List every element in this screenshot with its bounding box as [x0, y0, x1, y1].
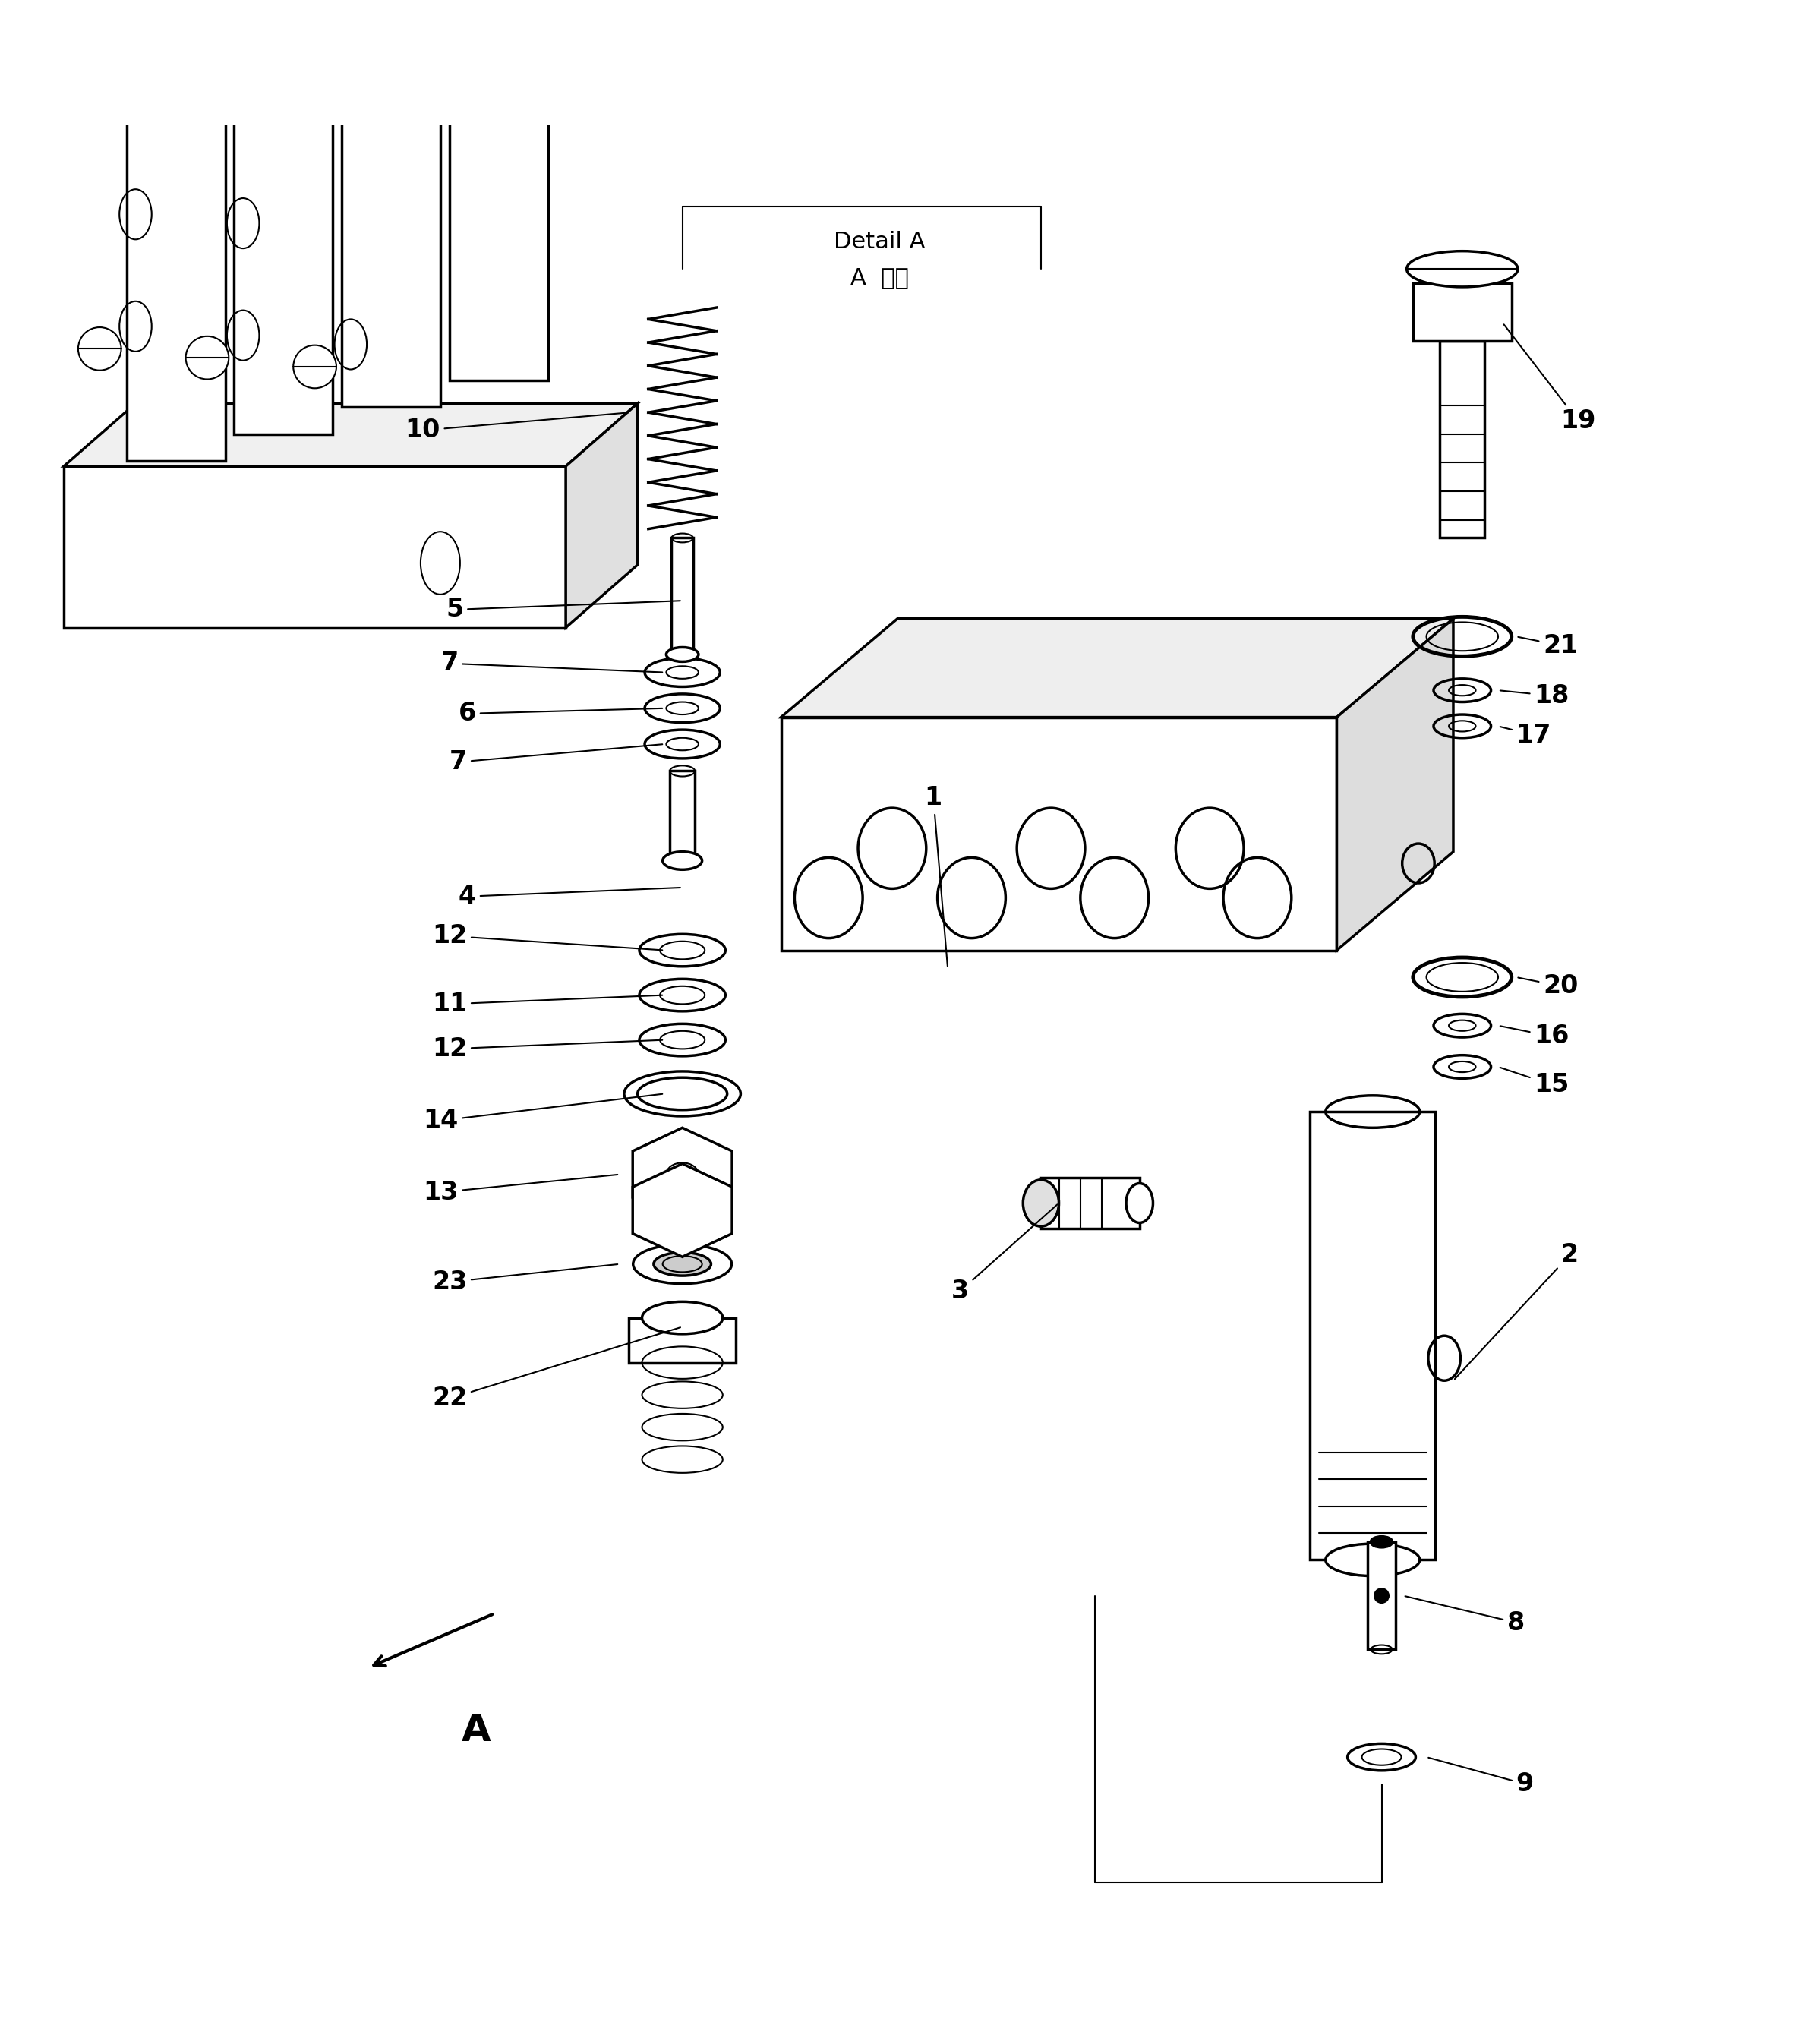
Bar: [131, 0, 221, 12]
Polygon shape: [632, 1128, 732, 1220]
Text: 5: 5: [445, 597, 680, 621]
Text: 20: 20: [1519, 973, 1578, 1000]
Bar: [481, 0, 515, 4]
Bar: [239, 0, 328, 31]
Text: 15: 15: [1501, 1067, 1569, 1098]
Text: 21: 21: [1519, 634, 1578, 658]
Polygon shape: [341, 49, 440, 407]
Polygon shape: [65, 466, 565, 628]
Bar: [1413, 284, 1511, 341]
Polygon shape: [449, 65, 547, 380]
Ellipse shape: [1325, 1543, 1420, 1576]
Ellipse shape: [662, 852, 702, 869]
Text: 14: 14: [424, 1094, 662, 1132]
Polygon shape: [632, 1163, 732, 1257]
Ellipse shape: [1125, 1183, 1152, 1222]
Text: 12: 12: [433, 1036, 662, 1061]
Text: 7: 7: [449, 744, 662, 775]
Bar: [628, 1318, 736, 1363]
Circle shape: [293, 345, 336, 388]
Ellipse shape: [1023, 1179, 1059, 1226]
Text: 11: 11: [433, 991, 662, 1016]
Polygon shape: [781, 717, 1337, 950]
Text: 7: 7: [440, 650, 662, 677]
Text: 6: 6: [458, 701, 662, 726]
Text: A  詳細: A 詳細: [851, 268, 908, 288]
Ellipse shape: [1407, 251, 1519, 286]
Text: 17: 17: [1501, 724, 1551, 748]
Circle shape: [185, 335, 228, 380]
Polygon shape: [1337, 619, 1454, 950]
Polygon shape: [565, 403, 637, 628]
Text: 16: 16: [1501, 1024, 1569, 1049]
Text: 1: 1: [924, 785, 948, 967]
Text: 18: 18: [1501, 683, 1569, 707]
Ellipse shape: [643, 1302, 723, 1335]
Circle shape: [79, 327, 122, 370]
Circle shape: [1375, 1588, 1389, 1602]
Text: 2: 2: [1454, 1243, 1578, 1380]
Text: 8: 8: [1405, 1596, 1524, 1635]
Text: 22: 22: [433, 1327, 680, 1410]
Text: 3: 3: [951, 1204, 1057, 1304]
Ellipse shape: [634, 1245, 732, 1284]
Polygon shape: [233, 31, 332, 433]
Ellipse shape: [653, 1253, 711, 1275]
Text: 9: 9: [1429, 1758, 1533, 1797]
Bar: [671, 538, 693, 654]
Bar: [1041, 1177, 1140, 1228]
Text: 19: 19: [1504, 325, 1596, 433]
Bar: [454, 4, 542, 65]
Bar: [670, 771, 695, 861]
Polygon shape: [65, 403, 637, 466]
Polygon shape: [781, 619, 1454, 717]
Text: 23: 23: [433, 1265, 617, 1294]
Bar: [1440, 341, 1484, 538]
Text: 12: 12: [433, 924, 662, 950]
Polygon shape: [127, 12, 224, 460]
Bar: [1368, 1541, 1397, 1650]
Text: 13: 13: [424, 1175, 617, 1204]
Ellipse shape: [666, 648, 698, 662]
Text: 10: 10: [406, 413, 628, 444]
Bar: [346, 0, 436, 49]
Ellipse shape: [1371, 1537, 1393, 1547]
Text: Detail A: Detail A: [835, 231, 924, 253]
Bar: [1310, 1112, 1436, 1560]
Text: A: A: [461, 1713, 490, 1748]
Text: 4: 4: [458, 883, 680, 910]
